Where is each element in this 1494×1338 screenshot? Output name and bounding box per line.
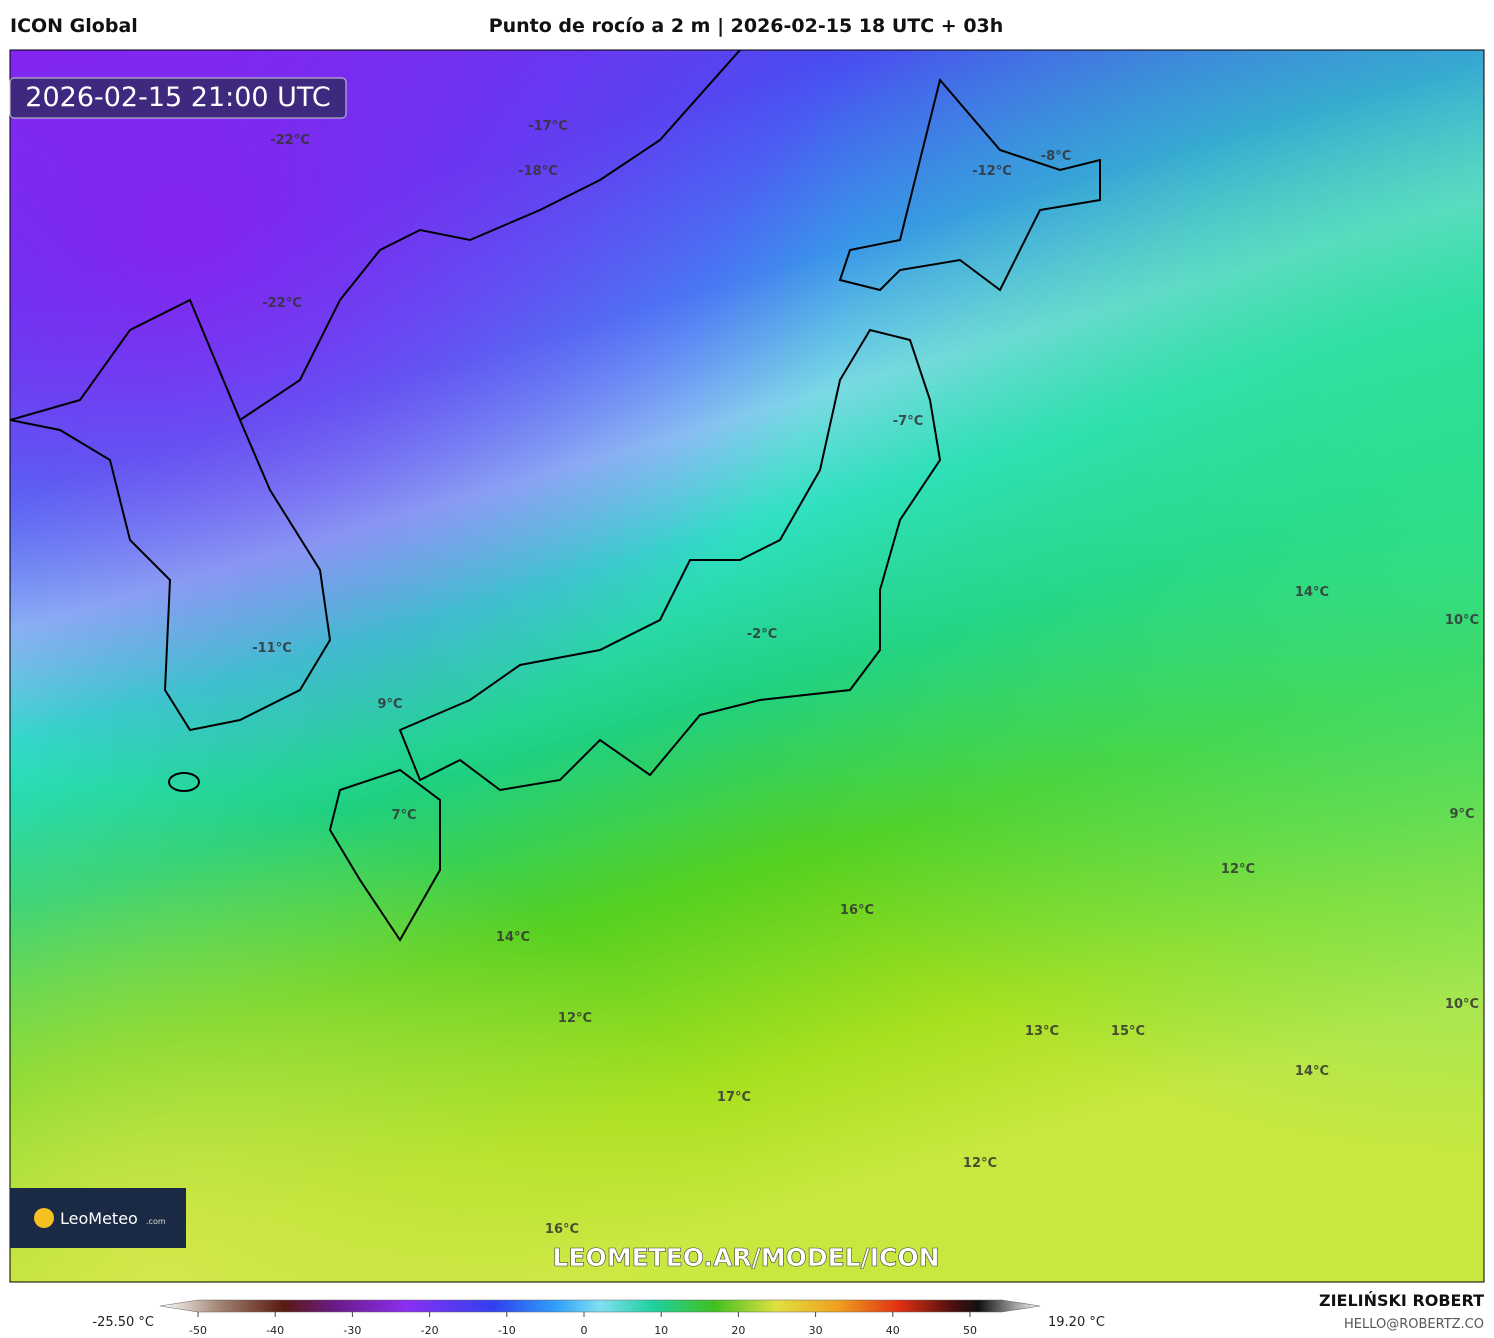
- email: HELLO@ROBERTZ.CO: [1344, 1317, 1484, 1332]
- map-label: -2°C: [747, 627, 777, 642]
- map-label: 12°C: [963, 1156, 997, 1171]
- colorbar-tick-label: 50: [963, 1324, 977, 1337]
- map-label: 12°C: [1221, 862, 1255, 877]
- map-label: 16°C: [545, 1222, 579, 1237]
- map-label: -8°C: [1041, 149, 1071, 164]
- colorbar-max: 19.20 °C: [1048, 1315, 1105, 1330]
- map-label: -22°C: [270, 133, 310, 148]
- colorbar-tick-label: -30: [343, 1324, 361, 1337]
- colorbar-tick-label: 40: [886, 1324, 900, 1337]
- colorbar-tick-label: -20: [421, 1324, 439, 1337]
- map-label: 14°C: [1295, 585, 1329, 600]
- timestamp: 2026-02-15 21:00 UTC: [25, 82, 330, 113]
- colorbar-tick-label: 20: [731, 1324, 745, 1337]
- map-label: 10°C: [1445, 997, 1479, 1012]
- logo-sun: [34, 1208, 54, 1228]
- author: ZIELIŃSKI ROBERT: [1319, 1291, 1484, 1310]
- timestamp-box: [9, 77, 347, 119]
- map-label: 7°C: [391, 808, 416, 823]
- colorbar-tick-label: 0: [581, 1324, 588, 1337]
- map-label: 15°C: [1111, 1024, 1145, 1039]
- colorbar-tick-label: 30: [809, 1324, 823, 1337]
- logo: LeoMeteo: [60, 1209, 138, 1228]
- map-labels: -17°C -18°C -22°C -22°C -12°C -8°C -7°C -2°C -11…: [252, 119, 1479, 1237]
- map-frame: [9, 49, 1485, 1283]
- map-label: 13°C: [1025, 1024, 1059, 1039]
- map-label: 14°C: [496, 930, 530, 945]
- colorbar: [159, 1299, 1041, 1313]
- colorbar-min: -25.50 °C: [92, 1315, 154, 1330]
- coastlines: [10, 50, 1101, 942]
- colorbar-tick-label: -50: [189, 1324, 207, 1337]
- map-label: 10°C: [1445, 613, 1479, 628]
- map-field: [10, 50, 1484, 1282]
- map-label: -22°C: [262, 296, 302, 311]
- map-label: -17°C: [528, 119, 568, 134]
- map-label: 12°C: [558, 1011, 592, 1026]
- map-label: 14°C: [1295, 1064, 1329, 1079]
- map-label: 9°C: [377, 697, 402, 712]
- map-label: 16°C: [840, 903, 874, 918]
- colorbar-tick-label: -10: [498, 1324, 516, 1337]
- colorbar-tick-label: 10: [654, 1324, 668, 1337]
- map-label: -18°C: [518, 164, 558, 179]
- chart-title: Punto de rocío a 2 m | 2026-02-15 18 UTC…: [489, 15, 1004, 37]
- map-label: 17°C: [717, 1090, 751, 1105]
- map-label: -11°C: [252, 641, 292, 656]
- colorbar-tick-label: -40: [266, 1324, 284, 1337]
- logo-suffix: .com: [146, 1217, 166, 1226]
- map: [10, 50, 1484, 1282]
- colorbar-ticks: -50 -40 -30 -20 -10 0 10 20 30 40 50: [189, 1312, 977, 1337]
- map-label: 9°C: [1449, 807, 1474, 822]
- model-name: ICON Global: [10, 15, 138, 37]
- map-label: -7°C: [893, 414, 923, 429]
- map-label: -12°C: [972, 164, 1012, 179]
- watermark: LEOMETEO.AR/MODEL/ICON: [552, 1243, 939, 1272]
